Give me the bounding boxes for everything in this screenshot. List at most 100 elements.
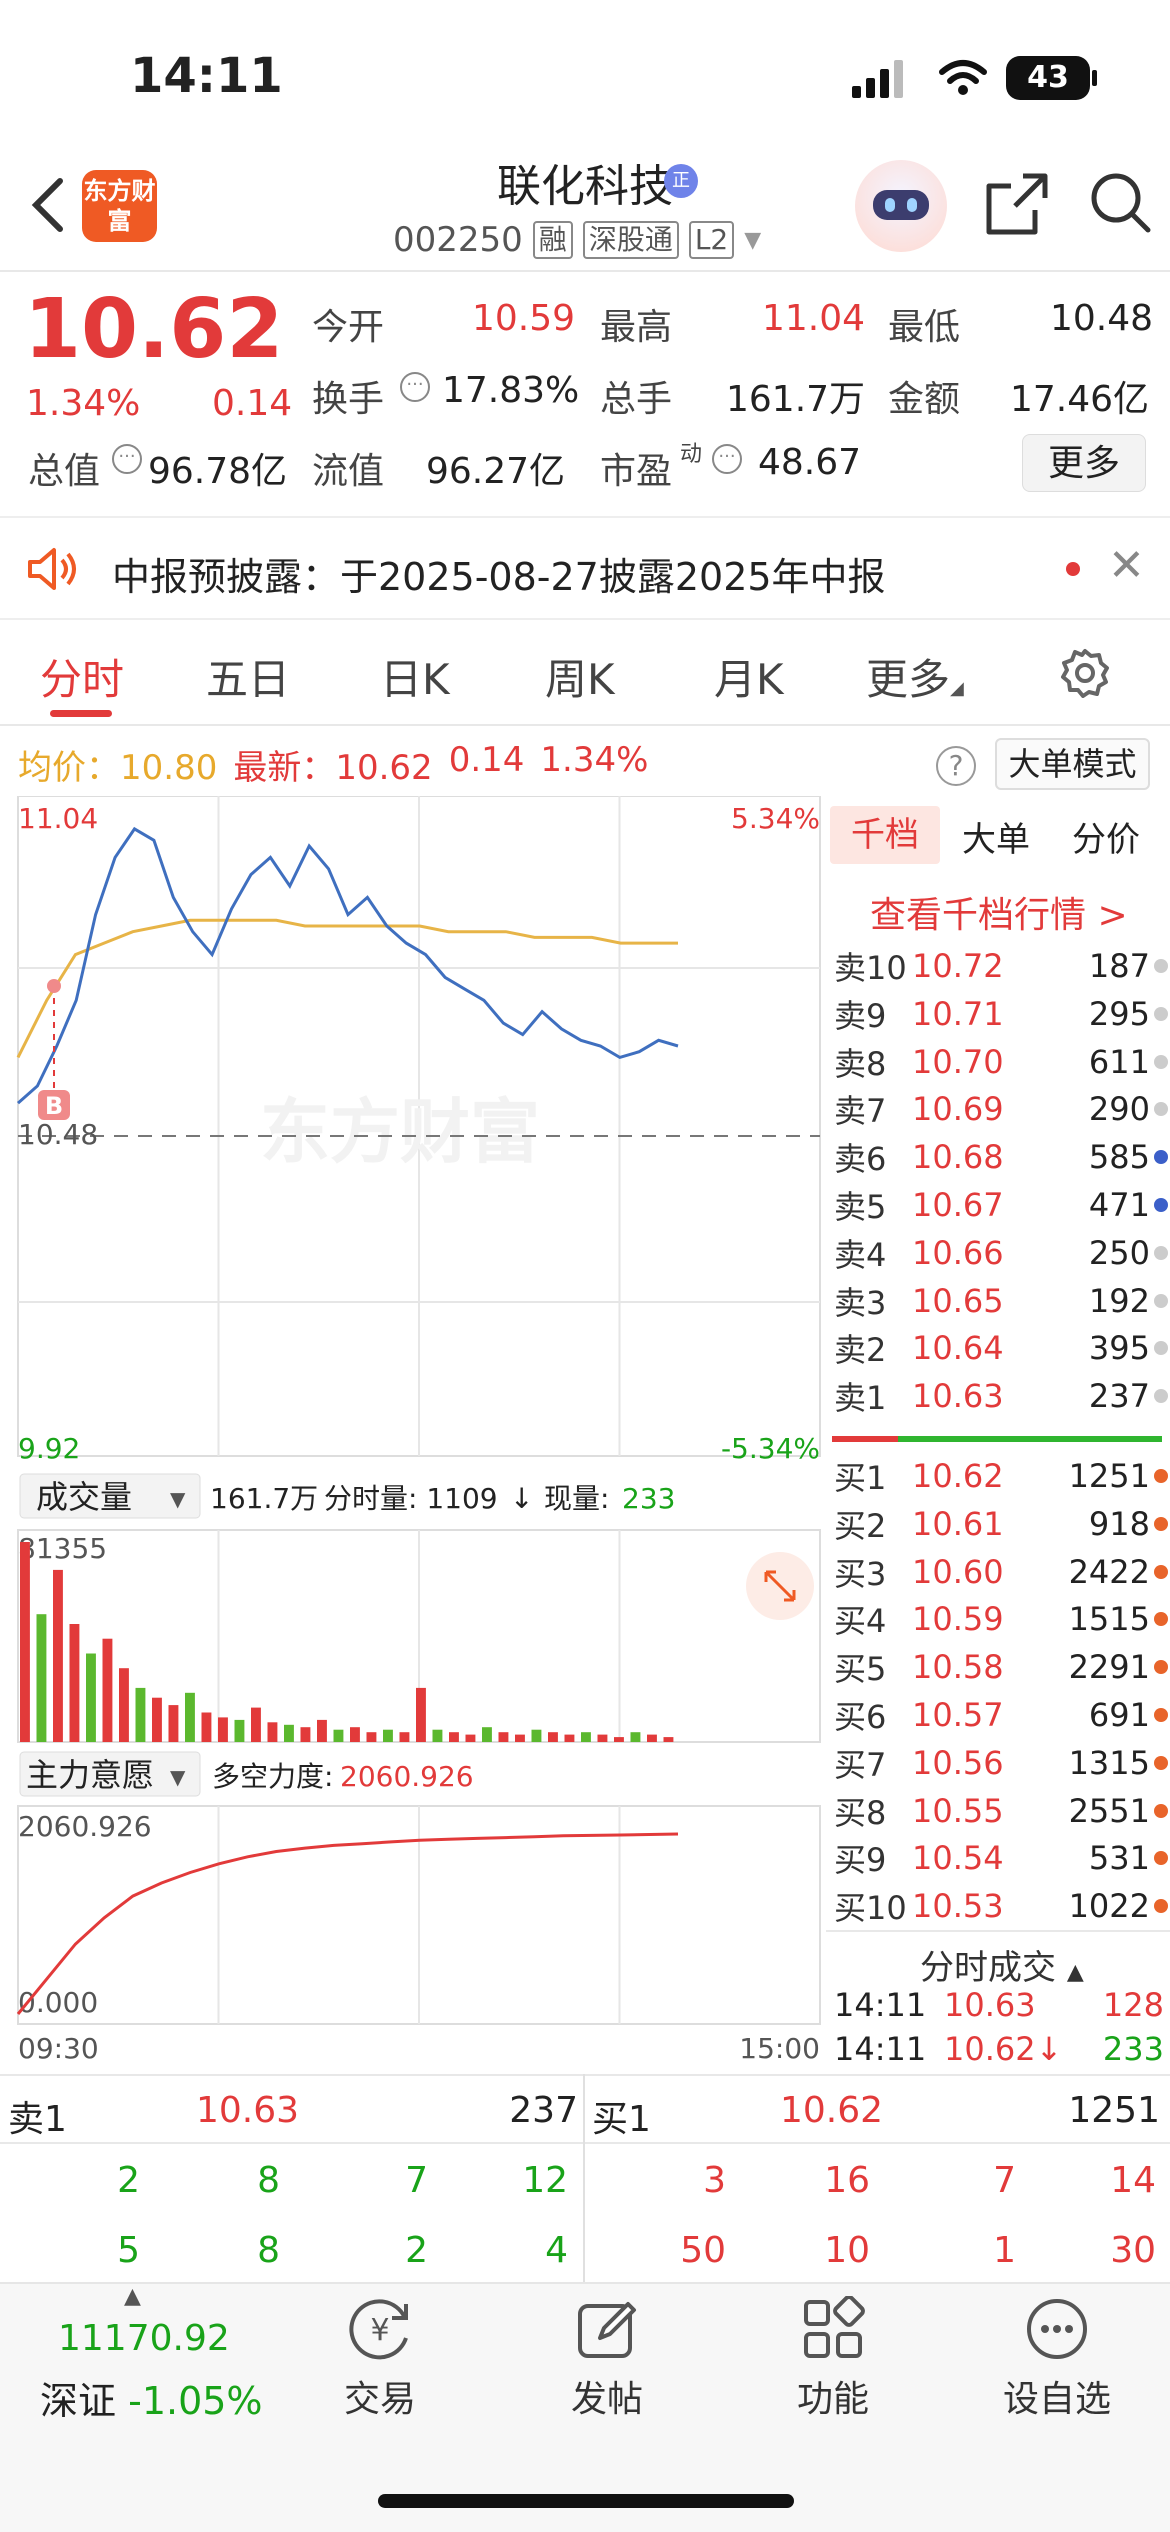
assistant-avatar[interactable] xyxy=(855,160,947,252)
tab-intraday[interactable]: 分时 xyxy=(40,655,125,704)
ob-level: 买8 xyxy=(834,1793,887,1832)
more-button[interactable]: 更多 xyxy=(1022,434,1146,492)
ob-tab-bigorder[interactable]: 大单 xyxy=(962,820,1030,860)
index-value[interactable]: 11170.92 xyxy=(58,2318,230,2359)
help-icon[interactable]: ? xyxy=(936,746,976,786)
tab-weekly-k[interactable]: 周K xyxy=(545,655,615,704)
ask-row[interactable]: 卖2 10.64 395 xyxy=(834,1324,1168,1372)
functions-grid-icon[interactable] xyxy=(800,2296,866,2362)
ob-volume: 290 xyxy=(1088,1090,1150,1129)
volume-label: 总手 xyxy=(600,379,673,420)
notice-text[interactable]: 中报预披露：于2025-08-27披露2025年中报 xyxy=(112,555,886,599)
ask-row[interactable]: 卖4 10.66 250 xyxy=(834,1229,1168,1277)
svg-text:¥: ¥ xyxy=(370,2313,389,2348)
settings-gear-icon[interactable] xyxy=(1060,648,1110,698)
ob-volume: 395 xyxy=(1088,1329,1150,1368)
info-dots-icon[interactable]: ··· xyxy=(712,444,742,474)
buy-queue-cell: 14 xyxy=(1110,2160,1156,2201)
ob-volume: 691 xyxy=(1088,1696,1150,1734)
bid-row[interactable]: 买7 10.56 1315 xyxy=(834,1739,1168,1787)
ask-row[interactable]: 卖8 10.70 611 xyxy=(834,1038,1168,1086)
ob-dot xyxy=(1154,1803,1168,1818)
notice-bar[interactable] xyxy=(0,516,1170,620)
volume-value: 161.7万 xyxy=(726,379,866,420)
info-dots-icon[interactable]: ··· xyxy=(112,444,142,474)
watermark-text: 东方财富 xyxy=(260,1091,540,1173)
low-value: 10.48 xyxy=(1050,298,1154,339)
bottom-buy-price: 10.62 xyxy=(780,2090,884,2131)
ob-tab-depth[interactable]: 千档 xyxy=(830,806,940,864)
close-icon[interactable]: ✕ xyxy=(1108,540,1145,591)
volume-bar xyxy=(614,1737,624,1742)
nav-post[interactable]: 发帖 xyxy=(570,2379,643,2420)
ob-tab-byprice[interactable]: 分价 xyxy=(1072,820,1140,860)
ob-dot xyxy=(1154,1469,1168,1483)
battery-indicator: 43 xyxy=(1006,56,1090,100)
low-label: 最低 xyxy=(888,307,961,348)
tick-trades-title[interactable]: 分时成交 ▲ xyxy=(920,1948,1084,1988)
tab-daily-k[interactable]: 日K xyxy=(380,655,450,704)
tab-more[interactable]: 更多◢ xyxy=(866,655,964,704)
ob-volume: 187 xyxy=(1088,947,1150,985)
big-order-mode-button[interactable]: 大单模式 xyxy=(995,738,1150,790)
nav-trade[interactable]: 交易 xyxy=(343,2379,416,2420)
ask-row[interactable]: 卖6 10.68 585 xyxy=(834,1133,1168,1181)
trade-price: 10.63 xyxy=(944,1986,1036,2024)
ask-row[interactable]: 卖9 10.71 295 xyxy=(834,990,1168,1038)
bid-row[interactable]: 买1 10.62 1251 xyxy=(834,1452,1168,1500)
buy-queue-cell: 10 xyxy=(824,2230,870,2271)
float-value: 96.27亿 xyxy=(426,451,566,492)
bid-row[interactable]: 买2 10.61 918 xyxy=(834,1500,1168,1548)
trade-volume: 128 xyxy=(1102,1986,1164,2024)
ob-volume: 1515 xyxy=(1068,1600,1150,1639)
share-icon[interactable] xyxy=(985,172,1049,236)
index-row[interactable]: 深证 -1.05% xyxy=(40,2379,263,2423)
bid-row[interactable]: 买8 10.55 2551 xyxy=(834,1787,1168,1835)
volume-bar xyxy=(69,1624,80,1742)
nav-add-watchlist[interactable]: 设自选 xyxy=(1002,2379,1111,2420)
ask-row[interactable]: 卖3 10.65 192 xyxy=(834,1277,1168,1325)
volume-bar xyxy=(36,1614,47,1742)
bid-row[interactable]: 买9 10.54 531 xyxy=(834,1834,1168,1882)
trade-yen-icon[interactable]: ¥ xyxy=(346,2296,416,2362)
buy-queue-cell: 50 xyxy=(680,2230,726,2271)
volume-bar xyxy=(135,1687,146,1742)
bid-row[interactable]: 买10 10.53 1022 xyxy=(834,1882,1168,1930)
tab-5day[interactable]: 五日 xyxy=(206,655,291,704)
ask-row[interactable]: 卖7 10.69 290 xyxy=(834,1085,1168,1133)
post-edit-icon[interactable] xyxy=(574,2296,640,2362)
bid-row[interactable]: 买4 10.59 1515 xyxy=(834,1595,1168,1643)
volume-bar xyxy=(416,1687,426,1742)
dropdown-caret-icon[interactable]: ▼ xyxy=(744,227,762,253)
bid-row[interactable]: 买3 10.60 2422 xyxy=(834,1548,1168,1596)
ob-dot xyxy=(1154,1660,1168,1675)
ob-dot xyxy=(1154,1006,1168,1021)
volume-axis-max: 81355 xyxy=(18,1532,107,1565)
volume-bar xyxy=(531,1729,542,1742)
price-axis-max: 11.04 xyxy=(18,802,98,835)
ask-row[interactable]: 卖10 10.72 187 xyxy=(834,942,1168,990)
intraday-chart[interactable]: 东方财富 B 11.04 5.34% 10.48 9.92 -5.34% 成交量… xyxy=(0,796,826,2072)
float-label: 流值 xyxy=(312,451,385,492)
volume-bar xyxy=(53,1569,63,1742)
bid-row[interactable]: 买6 10.57 691 xyxy=(834,1691,1168,1739)
collapse-arrow-icon[interactable]: ▲ xyxy=(124,2284,141,2309)
more-dots-icon[interactable] xyxy=(1024,2296,1090,2362)
bottom-sell-label: 卖1 xyxy=(8,2099,67,2140)
search-icon[interactable] xyxy=(1088,170,1152,234)
ob-dot xyxy=(1154,1293,1168,1308)
bid-row[interactable]: 买5 10.58 2291 xyxy=(834,1643,1168,1691)
ask-row[interactable]: 卖1 10.63 237 xyxy=(834,1372,1168,1420)
bottom-book-divider xyxy=(0,2074,1170,2076)
tag-shenguatong: 深股通 xyxy=(582,221,679,259)
bottom-book-divider xyxy=(0,2142,1170,2144)
info-dots-icon[interactable]: ··· xyxy=(400,372,430,402)
back-chevron-icon[interactable] xyxy=(24,175,74,235)
view-depth-link[interactable]: 查看千档行情 > xyxy=(870,895,1128,936)
tab-monthly-k[interactable]: 月K xyxy=(714,655,784,704)
code-line: 002250 融 深股通 L2 ▼ xyxy=(393,220,761,260)
ask-row[interactable]: 卖5 10.67 471 xyxy=(834,1181,1168,1229)
ob-level: 买4 xyxy=(834,1602,887,1641)
nav-functions[interactable]: 功能 xyxy=(796,2379,869,2420)
sell-queue-cell: 8 xyxy=(257,2160,280,2201)
